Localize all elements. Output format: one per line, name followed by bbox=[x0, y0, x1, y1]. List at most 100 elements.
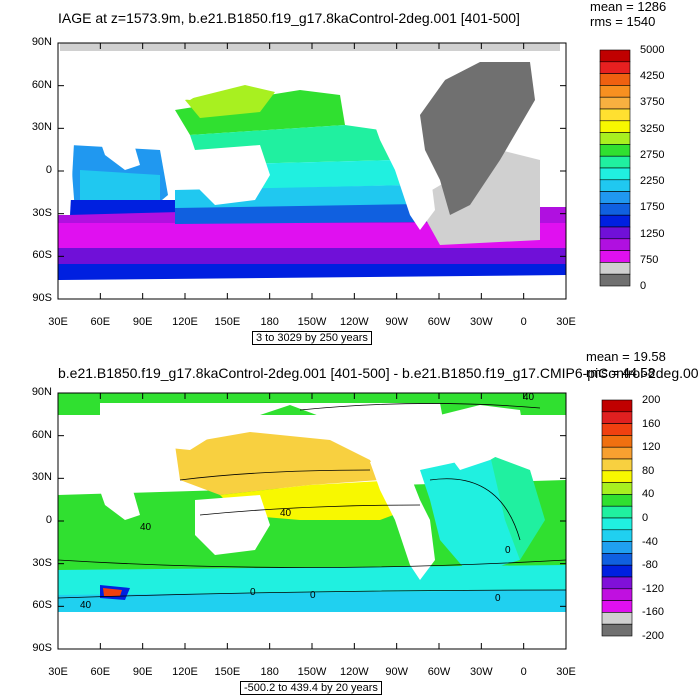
colorbar-swatch bbox=[601, 446, 633, 460]
colorbar-label: 160 bbox=[642, 417, 661, 430]
colorbar-swatch bbox=[601, 458, 633, 472]
colorbar-label: 3250 bbox=[640, 122, 665, 135]
colorbar-label: 40 bbox=[642, 488, 655, 501]
colorbar-label: 2750 bbox=[640, 148, 665, 161]
colorbar-label: 200 bbox=[642, 394, 661, 406]
colorbar-swatch bbox=[601, 541, 633, 554]
colorbar-swatch bbox=[599, 120, 631, 133]
lon-tick-label: 60E bbox=[90, 316, 111, 328]
lon-tick-label: 150W bbox=[297, 316, 327, 328]
colorbar-swatch bbox=[601, 517, 633, 531]
panel2-colorbar bbox=[601, 399, 633, 637]
colorbar-label: -120 bbox=[642, 582, 665, 595]
colorbar-swatch bbox=[601, 435, 633, 448]
colorbar-label: 80 bbox=[642, 464, 655, 477]
panel2-mean: mean = 19.58 bbox=[586, 349, 666, 364]
colorbar-label: 2250 bbox=[640, 175, 665, 188]
panel1-map bbox=[58, 43, 566, 299]
colorbar-swatch bbox=[601, 588, 633, 601]
panel2-rms: rms = 44.58 bbox=[586, 365, 656, 380]
colorbar-swatch bbox=[599, 191, 631, 204]
lon-tick-label: 120E bbox=[172, 316, 198, 328]
colorbar-swatch bbox=[601, 564, 633, 578]
contour-label: 0 bbox=[495, 593, 501, 604]
contour-label: 0 bbox=[250, 587, 256, 598]
colorbar-label: -40 bbox=[642, 535, 658, 548]
lat-tick-label: 90N bbox=[31, 36, 52, 48]
panel2-map bbox=[58, 393, 566, 649]
colorbar-label: 0 bbox=[642, 512, 649, 524]
contour-label: 40 bbox=[80, 600, 92, 611]
lon-tick-label: 120W bbox=[339, 316, 369, 328]
lat-tick-label: 0 bbox=[45, 164, 52, 176]
lon-tick-label: 60W bbox=[427, 316, 451, 328]
lon-tick-label: 30W bbox=[470, 666, 493, 678]
colorbar-label: -200 bbox=[642, 630, 665, 642]
colorbar-label: 1750 bbox=[640, 201, 665, 214]
lat-tick-label: 30S bbox=[32, 556, 52, 569]
lon-tick-label: 120E bbox=[172, 666, 198, 678]
colorbar-label: 4250 bbox=[640, 70, 665, 83]
lat-tick-label: 90S bbox=[32, 642, 52, 654]
panel1-ticks bbox=[57, 42, 567, 300]
colorbar-swatch bbox=[599, 179, 631, 192]
colorbar-swatch bbox=[599, 203, 631, 216]
lon-tick-label: 60W bbox=[427, 666, 451, 678]
colorbar-label: 750 bbox=[640, 253, 659, 266]
colorbar-swatch bbox=[599, 85, 631, 98]
lon-tick-label: 30E bbox=[48, 666, 68, 678]
lat-tick-label: 30N bbox=[31, 471, 52, 484]
lon-tick-label: 90E bbox=[132, 316, 153, 328]
colorbar-swatch bbox=[601, 411, 633, 424]
lon-tick-label: 150W bbox=[297, 666, 327, 678]
colorbar-swatch bbox=[599, 238, 631, 251]
colorbar-swatch bbox=[599, 108, 631, 122]
colorbar-swatch bbox=[599, 226, 631, 240]
colorbar-swatch bbox=[599, 144, 631, 157]
lon-tick-label: 90W bbox=[385, 316, 408, 328]
colorbar-swatch bbox=[601, 482, 633, 495]
lon-tick-label: 120W bbox=[339, 666, 369, 678]
panel2-title: b.e21.B1850.f19_g17.8kaControl-2deg.001 … bbox=[58, 365, 698, 381]
lat-tick-label: 60N bbox=[31, 428, 52, 441]
lon-tick-label: 30E bbox=[48, 316, 68, 328]
colorbar-swatch bbox=[601, 529, 633, 542]
lat-tick-label: 60S bbox=[32, 599, 52, 612]
colorbar-label: 120 bbox=[642, 441, 661, 454]
colorbar-swatch bbox=[601, 505, 633, 519]
panel2-ticks bbox=[57, 392, 567, 650]
colorbar-label: 0 bbox=[640, 280, 647, 292]
lon-tick-label: 90W bbox=[385, 666, 408, 678]
colorbar-swatch bbox=[601, 623, 633, 637]
colorbar-swatch bbox=[599, 167, 631, 181]
lon-tick-label: 180 bbox=[260, 666, 279, 678]
panel1-colorbar bbox=[599, 49, 631, 287]
colorbar-swatch bbox=[599, 262, 631, 275]
lon-tick-label: 30E bbox=[556, 316, 576, 328]
lat-tick-label: 30N bbox=[31, 121, 52, 134]
colorbar-label: 1250 bbox=[640, 227, 665, 240]
contour-label: 40 bbox=[523, 392, 535, 403]
colorbar-swatch bbox=[601, 612, 633, 625]
colorbar-label: -160 bbox=[642, 606, 665, 619]
panel2-range-label: -500.2 to 439.4 by 20 years bbox=[240, 681, 382, 695]
lat-tick-label: 60S bbox=[32, 249, 52, 262]
lon-tick-label: 60E bbox=[90, 666, 111, 678]
colorbar-swatch bbox=[599, 96, 631, 110]
lat-tick-label: 0 bbox=[45, 514, 52, 526]
colorbar-swatch bbox=[601, 576, 633, 590]
colorbar-swatch bbox=[599, 73, 631, 86]
lon-tick-label: 30W bbox=[470, 316, 493, 328]
lat-tick-label: 30S bbox=[32, 206, 52, 219]
lat-tick-label: 60N bbox=[31, 78, 52, 91]
contour-label: 0 bbox=[310, 590, 316, 601]
colorbar-swatch bbox=[601, 399, 633, 413]
panel1-rms: rms = 1540 bbox=[590, 14, 656, 29]
contour-label: 40 bbox=[280, 508, 292, 519]
contour-label: 40 bbox=[140, 522, 152, 533]
colorbar-swatch bbox=[601, 553, 633, 566]
panel1-range-label: 3 to 3029 by 250 years bbox=[252, 331, 372, 345]
lat-tick-label: 90N bbox=[31, 386, 52, 398]
lon-tick-label: 0 bbox=[520, 316, 527, 328]
